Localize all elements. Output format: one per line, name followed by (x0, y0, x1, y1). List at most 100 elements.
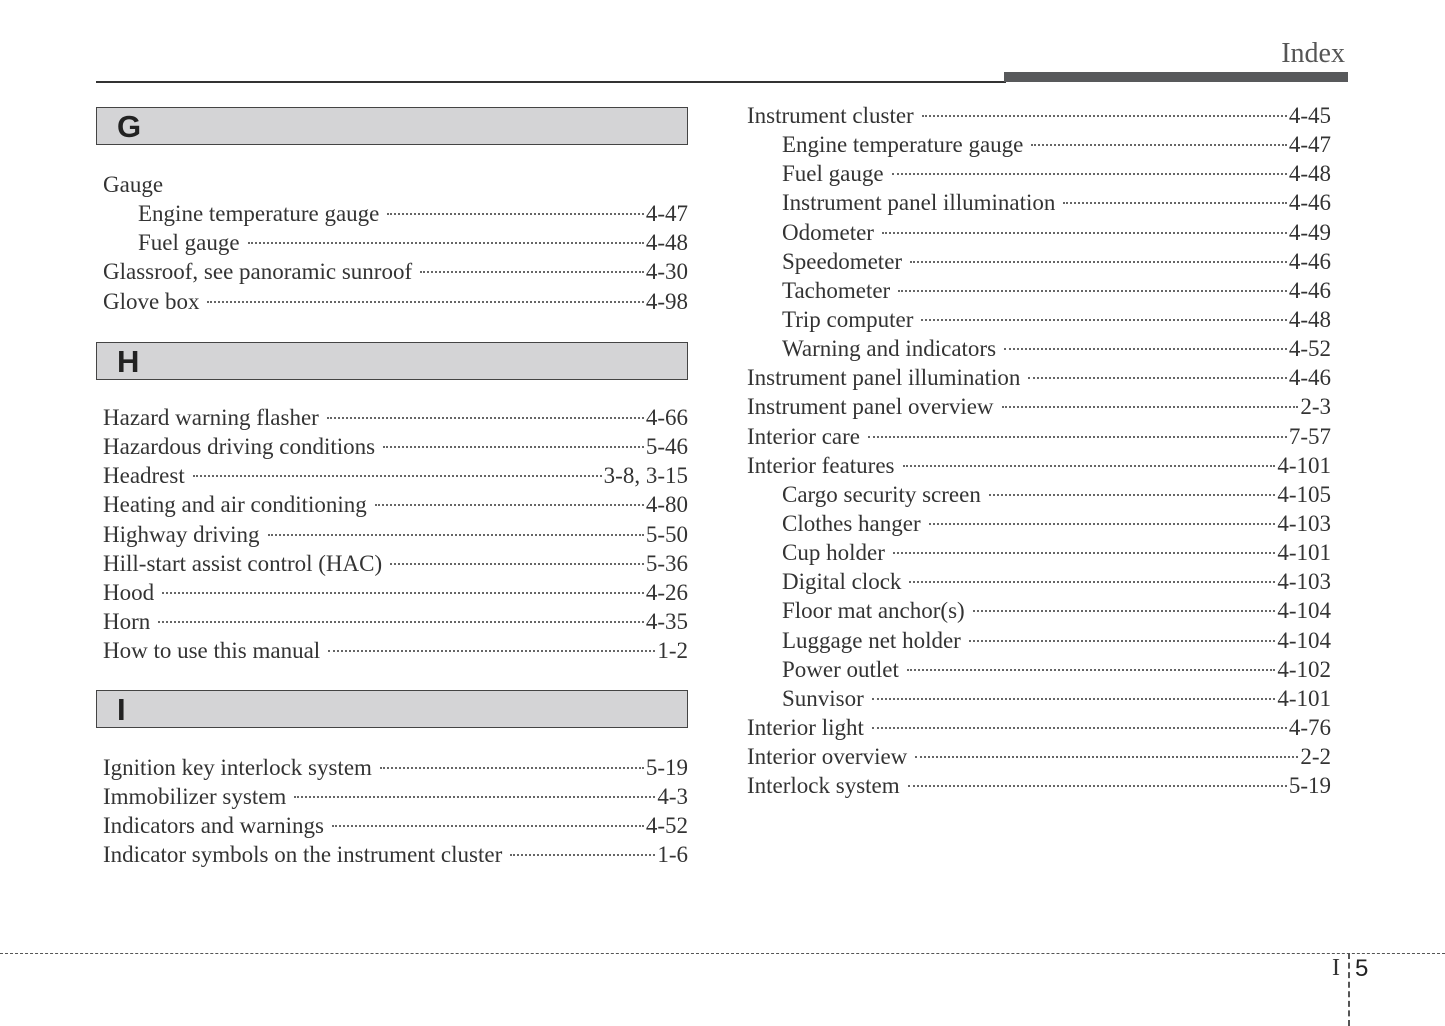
entry-label: Interior overview (747, 744, 908, 770)
entry-label: Hill-start assist control (HAC) (103, 550, 383, 576)
index-entry: Headrest 3-8, 3-15 (103, 461, 688, 490)
entry-page: 4-46 (1288, 248, 1331, 274)
entry-label: Horn (103, 608, 151, 634)
dot-leader (868, 435, 1287, 438)
dot-leader (906, 668, 1276, 671)
index-entry: Glassroof, see panoramic sunroof 4-30 (103, 257, 688, 286)
dot-leader (921, 318, 1287, 321)
index-entry: Tachometer 4-46 (747, 276, 1331, 305)
dot-leader (390, 562, 644, 565)
entry-page: 4-76 (1288, 714, 1331, 740)
dot-leader (1031, 144, 1287, 147)
index-entry: Gauge (103, 170, 688, 199)
dot-leader (881, 231, 1287, 234)
index-entry: Hazard warning flasher 4-66 (103, 403, 688, 432)
entry-label: Instrument panel illumination (747, 365, 1021, 391)
section-header-h: H (96, 342, 688, 380)
entry-label: Speedometer (782, 248, 903, 274)
dot-leader (1028, 377, 1287, 380)
entry-label: Warning and indicators (782, 336, 997, 362)
index-entry: Fuel gauge 4-48 (747, 159, 1331, 188)
footer-page-number: 5 (1355, 955, 1369, 982)
dot-leader (379, 767, 644, 769)
entry-label: Hood (103, 579, 155, 605)
entry-page: 4-80 (645, 492, 688, 518)
entry-page: 5-36 (645, 550, 688, 576)
entry-page: 4-46 (1288, 365, 1331, 391)
entry-page: 5-46 (645, 434, 688, 460)
entry-page: 1-6 (657, 842, 688, 868)
entry-page: 4-101 (1277, 685, 1331, 711)
dot-leader (247, 242, 644, 245)
footer-rule (0, 953, 1445, 954)
entry-page: 4-46 (1288, 277, 1331, 303)
entry-label: Clothes hanger (782, 510, 921, 536)
entry-label: Gauge (103, 172, 164, 197)
entry-page: 4-66 (645, 405, 688, 430)
entry-page: 4-46 (1288, 190, 1331, 216)
footer-divider (1348, 953, 1350, 1026)
index-entry: Highway driving 5-50 (103, 520, 688, 549)
index-entry: Sunvisor 4-101 (747, 684, 1331, 713)
dot-leader (988, 493, 1276, 496)
entry-page: 4-101 (1277, 452, 1331, 478)
dot-leader (907, 785, 1287, 788)
entry-label: Instrument panel overview (747, 394, 994, 420)
entry-label: Cargo security screen (782, 481, 981, 507)
dot-leader (374, 504, 644, 507)
index-entry: Odometer 4-49 (747, 218, 1331, 247)
dot-leader (420, 271, 644, 274)
index-entry: Instrument panel illumination 4-46 (747, 188, 1331, 217)
entry-page: 4-101 (1277, 540, 1331, 566)
dot-leader (294, 796, 656, 799)
entry-label: Glove box (103, 288, 200, 314)
index-entry: Fuel gauge 4-48 (103, 228, 688, 257)
entry-page: 4-105 (1277, 481, 1331, 507)
dot-leader (910, 260, 1287, 263)
dot-leader (332, 825, 644, 828)
entry-label: Ignition key interlock system (103, 755, 372, 780)
dot-leader (871, 697, 1276, 700)
entry-label: Tachometer (782, 277, 891, 303)
index-entry: Trip computer 4-48 (747, 305, 1331, 334)
index-entry: Cup holder 4-101 (747, 538, 1331, 567)
entry-page: 4-52 (1288, 336, 1331, 362)
dot-leader (892, 552, 1276, 555)
entry-page: 4-102 (1277, 656, 1331, 682)
entry-label: Immobilizer system (103, 784, 287, 810)
dot-leader (162, 591, 644, 594)
dot-leader (387, 213, 644, 216)
dot-leader (383, 446, 644, 449)
dot-leader (1004, 348, 1287, 351)
index-entry: Luggage net holder 4-104 (747, 626, 1331, 655)
index-entry: Engine temperature gauge 4-47 (103, 199, 688, 228)
index-entry: Interior light 4-76 (747, 713, 1331, 742)
dot-leader (915, 756, 1299, 759)
entry-label: Floor mat anchor(s) (782, 598, 965, 624)
entry-page: 4-103 (1277, 510, 1331, 536)
entry-label: Heating and air conditioning (103, 492, 367, 518)
dot-leader (871, 726, 1287, 729)
entry-label: Headrest (103, 463, 185, 489)
dot-leader (909, 581, 1276, 584)
entry-label: Fuel gauge (138, 230, 240, 256)
entry-page: 4-45 (1288, 103, 1331, 128)
entry-label: Instrument panel illumination (782, 190, 1056, 216)
section-letter: I (117, 692, 126, 727)
entry-label: Instrument cluster (747, 103, 914, 128)
entry-page: 5-19 (645, 755, 688, 780)
index-entry: Interior care 7-57 (747, 422, 1331, 451)
index-entry: Engine temperature gauge 4-47 (747, 130, 1331, 159)
entry-page: 4-47 (645, 201, 688, 227)
entry-page: 4-52 (645, 813, 688, 839)
entry-page: 4-48 (1288, 306, 1331, 332)
dot-leader (972, 610, 1276, 613)
entry-label: Interior care (747, 423, 861, 449)
dot-leader (1001, 406, 1299, 409)
entry-label: Trip computer (782, 306, 914, 332)
index-entry: Hazardous driving conditions 5-46 (103, 432, 688, 461)
index-entry: Immobilizer system 4-3 (103, 782, 688, 811)
entry-label: Luggage net holder (782, 627, 961, 653)
index-entry: Power outlet 4-102 (747, 655, 1331, 684)
section-header-i: I (96, 690, 688, 728)
